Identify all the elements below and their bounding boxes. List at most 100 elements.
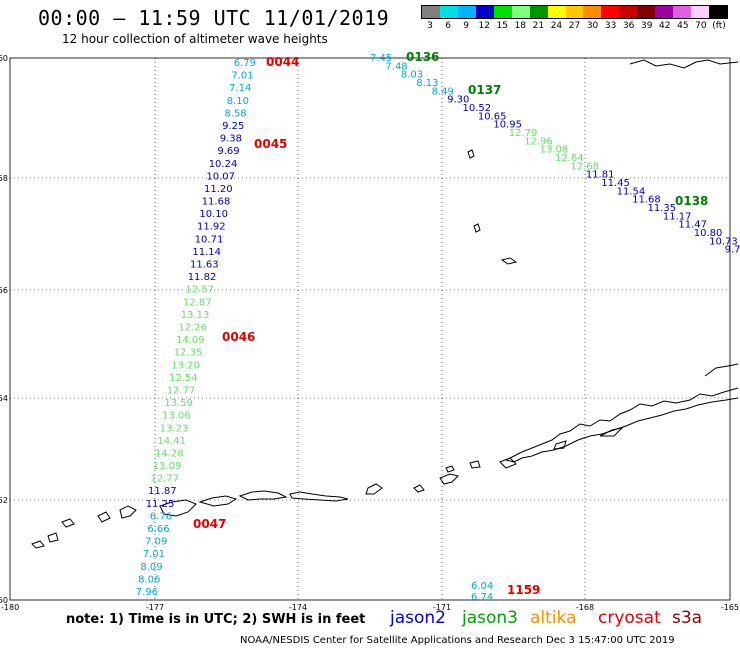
swh-value: 12.54 <box>169 373 198 384</box>
swh-value: 6.66 <box>147 524 169 535</box>
satellite-legend-jason3: jason3 <box>462 608 518 628</box>
swh-value: 8.09 <box>140 562 162 573</box>
latitude-label: 52 <box>0 496 8 505</box>
color-scale-label: 21 <box>532 21 545 31</box>
swh-value: 11.47 <box>678 220 707 231</box>
swh-value: 12.68 <box>570 161 599 172</box>
swh-value: 12.64 <box>555 153 584 164</box>
latitude-label: 50 <box>0 596 8 605</box>
swh-value: 11.25 <box>146 499 175 510</box>
swh-value: 11.17 <box>663 211 692 222</box>
color-scale-label: 33 <box>604 21 617 31</box>
swh-value: 13.06 <box>162 411 191 422</box>
latitude-label: 56 <box>0 286 8 295</box>
island <box>289 491 349 502</box>
swh-value: 6.76 <box>150 511 172 522</box>
pass-time-label: 1159 <box>507 583 540 597</box>
swh-value: 12.77 <box>167 385 196 396</box>
swh-value: 7.09 <box>145 537 167 548</box>
swh-value: 7.48 <box>385 61 407 72</box>
swh-value: 10.65 <box>478 111 507 122</box>
island <box>413 484 425 493</box>
swh-value: 12.96 <box>524 136 553 147</box>
color-scale-label: 45 <box>677 21 689 31</box>
island <box>365 483 383 495</box>
swh-value: 8.03 <box>401 70 423 81</box>
island <box>61 518 75 528</box>
kodiak-island <box>704 363 739 377</box>
satellite-legend-cryosat: cryosat <box>598 608 661 628</box>
longitude-label: -180 <box>1 603 19 612</box>
swh-value: 11.20 <box>204 184 233 195</box>
island <box>499 457 517 469</box>
swh-value: 7.96 <box>136 587 158 598</box>
lat-lon-grid <box>9 57 731 601</box>
longitude-label: -168 <box>576 603 594 612</box>
satellite-legend-altika: altika <box>530 608 577 628</box>
swh-value: 11.87 <box>148 486 177 497</box>
coastline <box>31 59 739 549</box>
pass-time-label: 0044 <box>266 55 299 69</box>
swh-value: 9.25 <box>222 121 244 132</box>
swh-value: 14.09 <box>176 335 205 346</box>
pass-time-label: 0137 <box>468 83 501 97</box>
swh-value: 8.06 <box>138 574 160 585</box>
map-frame <box>9 57 731 601</box>
latitude-label: 54 <box>0 394 8 403</box>
color-swatch <box>583 6 602 18</box>
color-swatch <box>529 6 548 18</box>
swh-value: 10.95 <box>493 120 522 131</box>
swh-value: 14.41 <box>157 436 186 447</box>
swh-value: 10.80 <box>694 228 723 239</box>
swh-value: 11.45 <box>601 178 630 189</box>
color-swatch <box>439 6 458 18</box>
pass-time-label: 0045 <box>254 137 287 151</box>
color-scale-label: (ft) <box>712 21 726 31</box>
island <box>473 223 481 233</box>
island <box>47 532 59 543</box>
swh-value: 9.69 <box>217 146 239 157</box>
swh-value: 12.77 <box>150 474 179 485</box>
color-scale-label: 9 <box>463 21 470 31</box>
swh-value: 10.10 <box>199 209 228 220</box>
swh-value: 10.73 <box>709 236 738 247</box>
color-swatch <box>565 6 584 18</box>
pass-time-label: 0136 <box>406 50 439 64</box>
swh-value: 6.04 <box>471 581 493 592</box>
color-scale-label: 30 <box>586 21 599 31</box>
color-scale-bar <box>421 5 728 19</box>
color-swatch <box>493 6 512 18</box>
swh-value: 8.13 <box>416 78 438 89</box>
swh-value: 12.26 <box>178 323 207 334</box>
island <box>119 505 137 519</box>
satellite-legend-s3a: s3a <box>672 608 703 628</box>
latitude-label: 58 <box>0 174 8 183</box>
swh-value: 11.81 <box>586 170 615 181</box>
swh-value: 13.09 <box>153 461 182 472</box>
island <box>467 149 475 159</box>
swh-value: 13.23 <box>160 423 189 434</box>
color-scale-label: 70 <box>695 21 707 31</box>
swh-value: 9.38 <box>220 134 242 145</box>
swh-value: 10.52 <box>463 103 492 114</box>
latitude-label: 60 <box>0 54 8 63</box>
swh-value: 10.24 <box>209 159 238 170</box>
island <box>500 257 518 265</box>
longitude-label: -171 <box>433 603 451 612</box>
swh-value: 12.35 <box>174 348 203 359</box>
color-scale-label: 36 <box>622 21 635 31</box>
credit-line: NOAA/NESDIS Center for Satellite Applica… <box>240 635 675 646</box>
color-swatch <box>457 6 476 18</box>
swh-value: 7.01 <box>143 549 165 560</box>
island <box>553 440 567 450</box>
swh-value: 11.35 <box>648 203 677 214</box>
color-swatch <box>637 6 656 18</box>
swh-value: 7.14 <box>229 83 251 94</box>
pass-time-label: 0046 <box>222 330 255 344</box>
swh-value: 9.30 <box>447 95 469 106</box>
swh-value: 14.28 <box>155 448 184 459</box>
color-scale-label: 6 <box>445 21 451 31</box>
axis-labels: 60 58 56 54 52 50-180 -177 -174 -171 -168 -165 <box>0 54 739 612</box>
longitude-label: -165 <box>721 603 739 612</box>
